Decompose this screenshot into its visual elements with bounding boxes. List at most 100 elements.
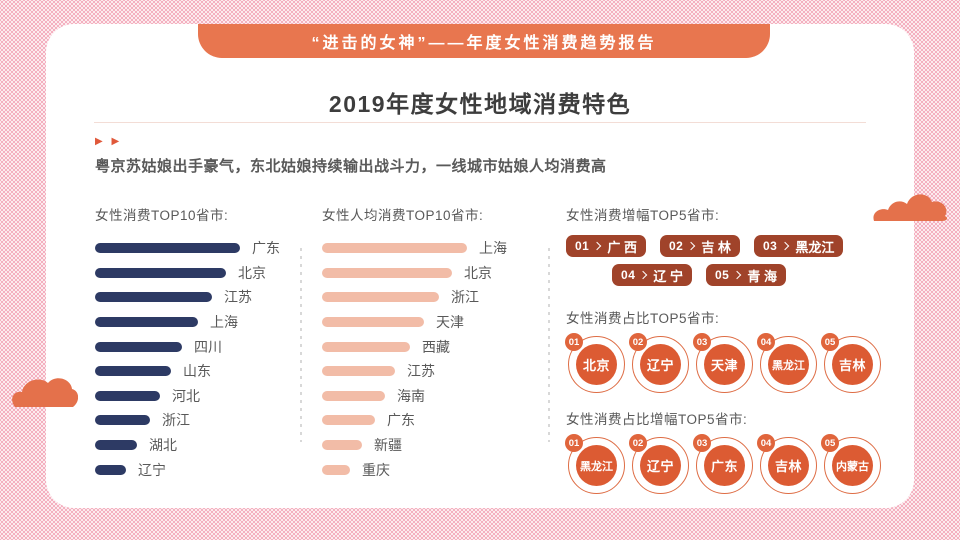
bar-row: 山东 — [95, 359, 310, 384]
bar — [95, 440, 137, 451]
province-label: 广东 — [704, 445, 745, 486]
share-growth-top5-heading: 女性消费占比增幅TOP5省市: — [566, 412, 748, 427]
bar-row: 四川 — [95, 334, 310, 359]
bar-label: 西藏 — [422, 338, 450, 355]
bar — [95, 292, 212, 303]
bar-row: 浙江 — [95, 408, 310, 433]
province-label: 广 西 — [607, 239, 637, 255]
bar — [322, 292, 439, 303]
bar — [322, 267, 452, 278]
rank-label: 03 — [762, 239, 778, 253]
province-label: 吉林 — [768, 445, 809, 486]
bar-chart: 上海 北京 浙江 天津 西藏 江苏 海南 广东 新疆 重庆 — [322, 236, 537, 482]
bar-chart: 广东 北京 江苏 上海 四川 山东 河北 浙江 湖北 辽宁 — [95, 236, 310, 482]
bar — [95, 243, 240, 254]
rank-label: 02 — [629, 434, 647, 452]
bar-label: 广东 — [252, 240, 280, 257]
bar-row: 天津 — [322, 310, 537, 335]
bar — [322, 341, 410, 352]
province-label: 黑龙江 — [795, 239, 835, 255]
bar-row: 广东 — [95, 236, 310, 261]
province-label: 黑龙江 — [576, 445, 617, 486]
bar-label: 湖北 — [149, 437, 177, 454]
bar — [95, 415, 150, 426]
province-badge: 01 广 西 — [566, 235, 646, 257]
province-badge: 02 吉 林 — [659, 235, 740, 257]
bar — [95, 390, 160, 401]
province-label: 吉林 — [832, 344, 873, 385]
growth-top5-badges: 01 广 西 02 吉 林 03 黑龙江 04 辽 宁 05 青 海 — [566, 235, 844, 286]
chart-heading: 女性人均消费TOP10省市: — [322, 208, 484, 223]
province-circle-badge: 天津 03 — [693, 333, 753, 393]
bar — [95, 267, 226, 278]
bar — [322, 317, 424, 328]
province-circle-badge: 吉林 05 — [821, 333, 881, 393]
bar-label: 浙江 — [162, 412, 190, 429]
bar — [322, 440, 362, 451]
bar-label: 江苏 — [224, 289, 252, 306]
bar-row: 江苏 — [322, 359, 537, 384]
share-growth-top5-circles: 黑龙江 01 辽宁 02 广东 03 吉林 04 内蒙古 05 — [565, 434, 902, 494]
rank-label: 05 — [821, 333, 839, 351]
bar — [95, 464, 126, 475]
top5-lists-column: 女性消费增幅TOP5省市: 01 广 西 02 吉 林 03 黑龙江 04 辽 宁 05… — [565, 204, 902, 494]
province-badge: 04 辽 宁 — [612, 264, 692, 286]
share-top5-circles: 北京 01 辽宁 02 天津 03 黑龙江 04 吉林 05 — [565, 333, 902, 393]
rank-label: 04 — [757, 434, 775, 452]
bar-label: 山东 — [183, 363, 211, 380]
cloud-icon — [12, 378, 78, 407]
province-circle-badge: 辽宁 02 — [629, 434, 689, 494]
province-circle-badge: 北京 01 — [565, 333, 625, 393]
rank-label: 01 — [565, 333, 583, 351]
bar-row: 上海 — [322, 236, 537, 261]
rank-label: 03 — [693, 333, 711, 351]
bar-label: 河北 — [172, 387, 200, 404]
share-top5-heading: 女性消费占比TOP5省市: — [566, 311, 720, 326]
province-label: 黑龙江 — [768, 344, 809, 385]
bar-label: 浙江 — [451, 289, 479, 306]
bar-label: 北京 — [238, 264, 266, 281]
cloud-icon — [873, 194, 948, 221]
bar — [95, 341, 182, 352]
bar-row: 河北 — [95, 384, 310, 409]
bar-row: 上海 — [95, 310, 310, 335]
play-arrows-icon: ▶ ▶ — [95, 136, 123, 147]
province-label: 天津 — [704, 344, 745, 385]
rank-label: 04 — [757, 333, 775, 351]
bar-row: 新疆 — [322, 433, 537, 458]
rank-label: 01 — [575, 239, 590, 253]
slide-subtitle: 粤京苏姑娘出手豪气，东北姑娘持续输出战斗力，一线城市姑娘人均消费高 — [95, 158, 607, 175]
province-label: 吉 林 — [701, 239, 731, 255]
bar — [322, 366, 395, 377]
province-label: 北京 — [576, 344, 617, 385]
chevron-right-icon — [733, 270, 742, 280]
chevron-right-icon — [781, 241, 790, 251]
bar-label: 上海 — [210, 314, 238, 331]
bar — [95, 366, 171, 377]
bar-row: 辽宁 — [95, 457, 310, 482]
province-label: 辽宁 — [640, 344, 681, 385]
bar — [95, 317, 198, 328]
province-circle-badge: 黑龙江 01 — [565, 434, 625, 494]
badge-row: 04 辽 宁 05 青 海 — [566, 264, 832, 286]
bar-row: 浙江 — [322, 285, 537, 310]
province-circle-badge: 内蒙古 05 — [821, 434, 881, 494]
province-circle-badge: 黑龙江 04 — [757, 333, 817, 393]
province-label: 辽 宁 — [653, 268, 683, 284]
rank-label: 05 — [715, 268, 730, 282]
bar-label: 江苏 — [407, 363, 435, 380]
bar-label: 广东 — [387, 412, 415, 429]
province-label: 辽宁 — [640, 445, 681, 486]
rank-label: 02 — [629, 333, 647, 351]
rank-label: 04 — [621, 268, 636, 282]
bar-row: 湖北 — [95, 433, 310, 458]
bar-label: 新疆 — [374, 437, 402, 454]
province-circle-badge: 辽宁 02 — [629, 333, 689, 393]
bar-label: 上海 — [479, 240, 507, 257]
province-badge: 05 青 海 — [706, 264, 786, 286]
chevron-right-icon — [639, 270, 648, 280]
content-card: “进击的女神”——年度女性消费趋势报告 2019年度女性地域消费特色 ▶ ▶ 粤… — [46, 24, 914, 508]
bar-row: 重庆 — [322, 457, 537, 482]
bar-label: 海南 — [397, 387, 425, 404]
